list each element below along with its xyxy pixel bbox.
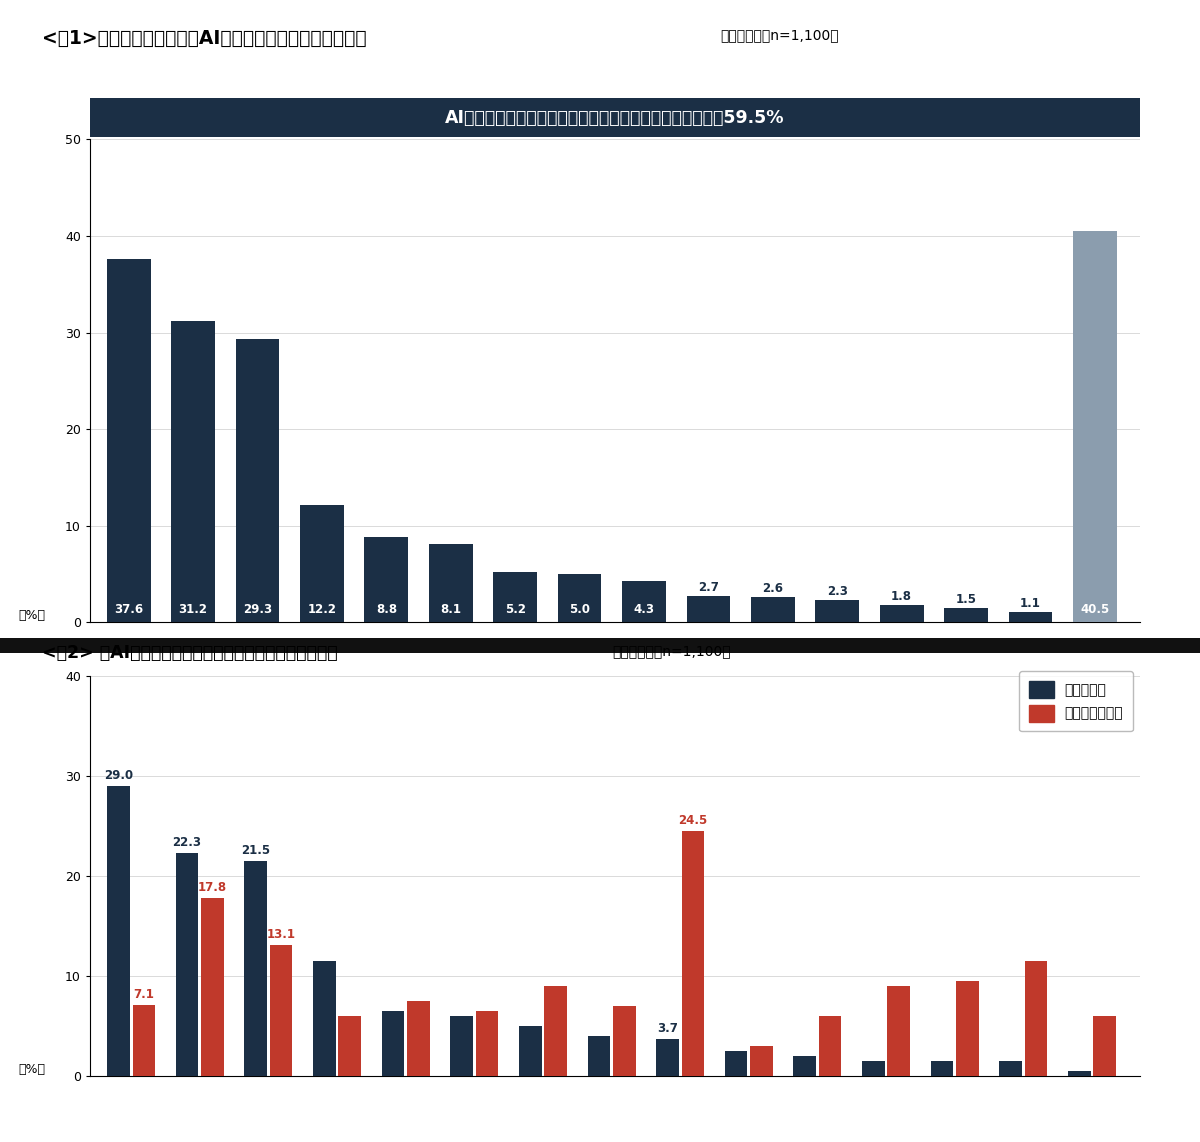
- Text: 2.6: 2.6: [762, 582, 784, 595]
- Bar: [107, 786, 130, 1076]
- Bar: [338, 1016, 361, 1076]
- Bar: [613, 1006, 636, 1076]
- Text: 1.8: 1.8: [892, 590, 912, 603]
- Text: あてはまるものはない: あてはまるものはない: [1090, 863, 1100, 931]
- Bar: [132, 1005, 155, 1076]
- Bar: [750, 1046, 773, 1076]
- Bar: [202, 898, 224, 1076]
- Text: ロボット掃除機以外のAI家電: ロボット掃除機以外のAI家電: [510, 863, 520, 955]
- Text: 12.2: 12.2: [307, 603, 336, 616]
- Bar: [270, 944, 293, 1076]
- Bar: [656, 1039, 679, 1076]
- Text: 3.7: 3.7: [658, 1022, 678, 1035]
- Text: ロボット掃除機: ロボット掃除機: [382, 863, 391, 910]
- Bar: [300, 505, 344, 622]
- Text: 7.1: 7.1: [133, 988, 155, 1000]
- Bar: [172, 321, 215, 622]
- Bar: [622, 581, 666, 622]
- Text: （%）: （%）: [19, 1063, 46, 1076]
- Text: 1.1: 1.1: [1020, 597, 1040, 610]
- Bar: [382, 1011, 404, 1076]
- Text: 13.1: 13.1: [266, 927, 295, 941]
- Text: 40.5: 40.5: [1080, 603, 1110, 616]
- Text: ロボットペット: ロボットペット: [833, 863, 842, 910]
- Bar: [1000, 1061, 1022, 1076]
- Text: <図1>　使ったことがあるAI・人工知能の機器やサービス: <図1> 使ったことがあるAI・人工知能の機器やサービス: [42, 29, 367, 48]
- Text: （複数回答：n=1,100）: （複数回答：n=1,100）: [720, 29, 839, 42]
- Bar: [175, 853, 198, 1076]
- Bar: [862, 1061, 884, 1076]
- Bar: [245, 861, 268, 1076]
- Bar: [818, 1016, 841, 1076]
- Text: 37.6: 37.6: [114, 603, 143, 616]
- Text: 4.3: 4.3: [634, 603, 654, 616]
- Text: 1.5: 1.5: [955, 593, 977, 606]
- Bar: [365, 538, 408, 622]
- Bar: [235, 339, 280, 622]
- Bar: [888, 986, 910, 1076]
- Bar: [558, 574, 601, 622]
- Bar: [931, 1061, 953, 1076]
- Bar: [944, 608, 988, 622]
- Text: 5.0: 5.0: [569, 603, 590, 616]
- Text: ChatGPT以外のAIチャットボット: ChatGPT以外のAIチャットボット: [961, 863, 971, 989]
- Bar: [1025, 960, 1048, 1076]
- Bar: [793, 1055, 816, 1076]
- Text: （%）: （%）: [19, 610, 46, 622]
- Text: 自動車の自動運転: 自動車の自動運転: [703, 863, 714, 917]
- Bar: [493, 572, 538, 622]
- Text: （複数回答：n=1,100）: （複数回答：n=1,100）: [612, 644, 731, 658]
- Text: 文章生成AI: 文章生成AI: [1026, 863, 1036, 901]
- Bar: [313, 960, 336, 1076]
- Legend: 信頼できる, 信頼するか迷う: 信頼できる, 信頼するか迷う: [1019, 671, 1133, 731]
- Text: 8.1: 8.1: [440, 603, 461, 616]
- Text: 8.8: 8.8: [376, 603, 397, 616]
- Text: 2.7: 2.7: [698, 581, 719, 594]
- Bar: [1093, 1016, 1116, 1076]
- Bar: [428, 544, 473, 622]
- Text: マップの道案内: マップの道案内: [124, 863, 133, 910]
- Bar: [545, 986, 566, 1076]
- Text: 24.5: 24.5: [678, 814, 708, 827]
- Bar: [1073, 231, 1117, 622]
- Bar: [725, 1051, 748, 1076]
- Bar: [880, 605, 924, 622]
- Text: ChatGPT: ChatGPT: [768, 863, 778, 912]
- Text: 5.2: 5.2: [505, 603, 526, 616]
- Text: 画像生成AI: 画像生成AI: [896, 863, 907, 901]
- Text: 31.2: 31.2: [179, 603, 208, 616]
- Bar: [518, 1026, 541, 1076]
- Text: 21.5: 21.5: [241, 844, 270, 856]
- Bar: [682, 831, 704, 1076]
- Text: 通販サイトのおすすめ機能: 通販サイトのおすすめ機能: [317, 863, 326, 943]
- Text: マッチングアプリ: マッチングアプリ: [575, 863, 584, 917]
- Bar: [107, 259, 150, 622]
- Text: 29.3: 29.3: [242, 603, 272, 616]
- Bar: [588, 1036, 610, 1076]
- Bar: [1008, 612, 1052, 622]
- Text: <図2> 各AI・人工知能の機器やサービスに対する信頼度: <図2> 各AI・人工知能の機器やサービスに対する信頼度: [42, 644, 337, 662]
- Bar: [1068, 1071, 1091, 1076]
- Bar: [815, 601, 859, 622]
- Text: 翻訳サービス: 翻訳サービス: [188, 863, 198, 903]
- Bar: [751, 597, 794, 622]
- Text: 22.3: 22.3: [173, 836, 202, 849]
- Text: 音声アシスタント: 音声アシスタント: [252, 863, 263, 917]
- Bar: [956, 981, 979, 1076]
- Bar: [450, 1016, 473, 1076]
- Text: 29.0: 29.0: [104, 769, 133, 782]
- Text: オンラインゲームのCPU: オンラインゲームのCPU: [638, 863, 649, 947]
- Text: 接客ロボット: 接客ロボット: [445, 863, 456, 903]
- Bar: [475, 1011, 498, 1076]
- Bar: [686, 596, 731, 622]
- Text: AI・人工知能の機器やサービスを使ったことがある・計　59.5%: AI・人工知能の機器やサービスを使ったことがある・計 59.5%: [445, 108, 785, 127]
- Text: 2.3: 2.3: [827, 585, 847, 598]
- Text: 17.8: 17.8: [198, 880, 227, 894]
- Bar: [407, 1000, 430, 1076]
